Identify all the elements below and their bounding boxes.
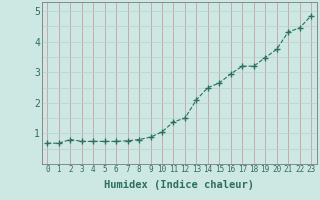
X-axis label: Humidex (Indice chaleur): Humidex (Indice chaleur) (104, 180, 254, 190)
